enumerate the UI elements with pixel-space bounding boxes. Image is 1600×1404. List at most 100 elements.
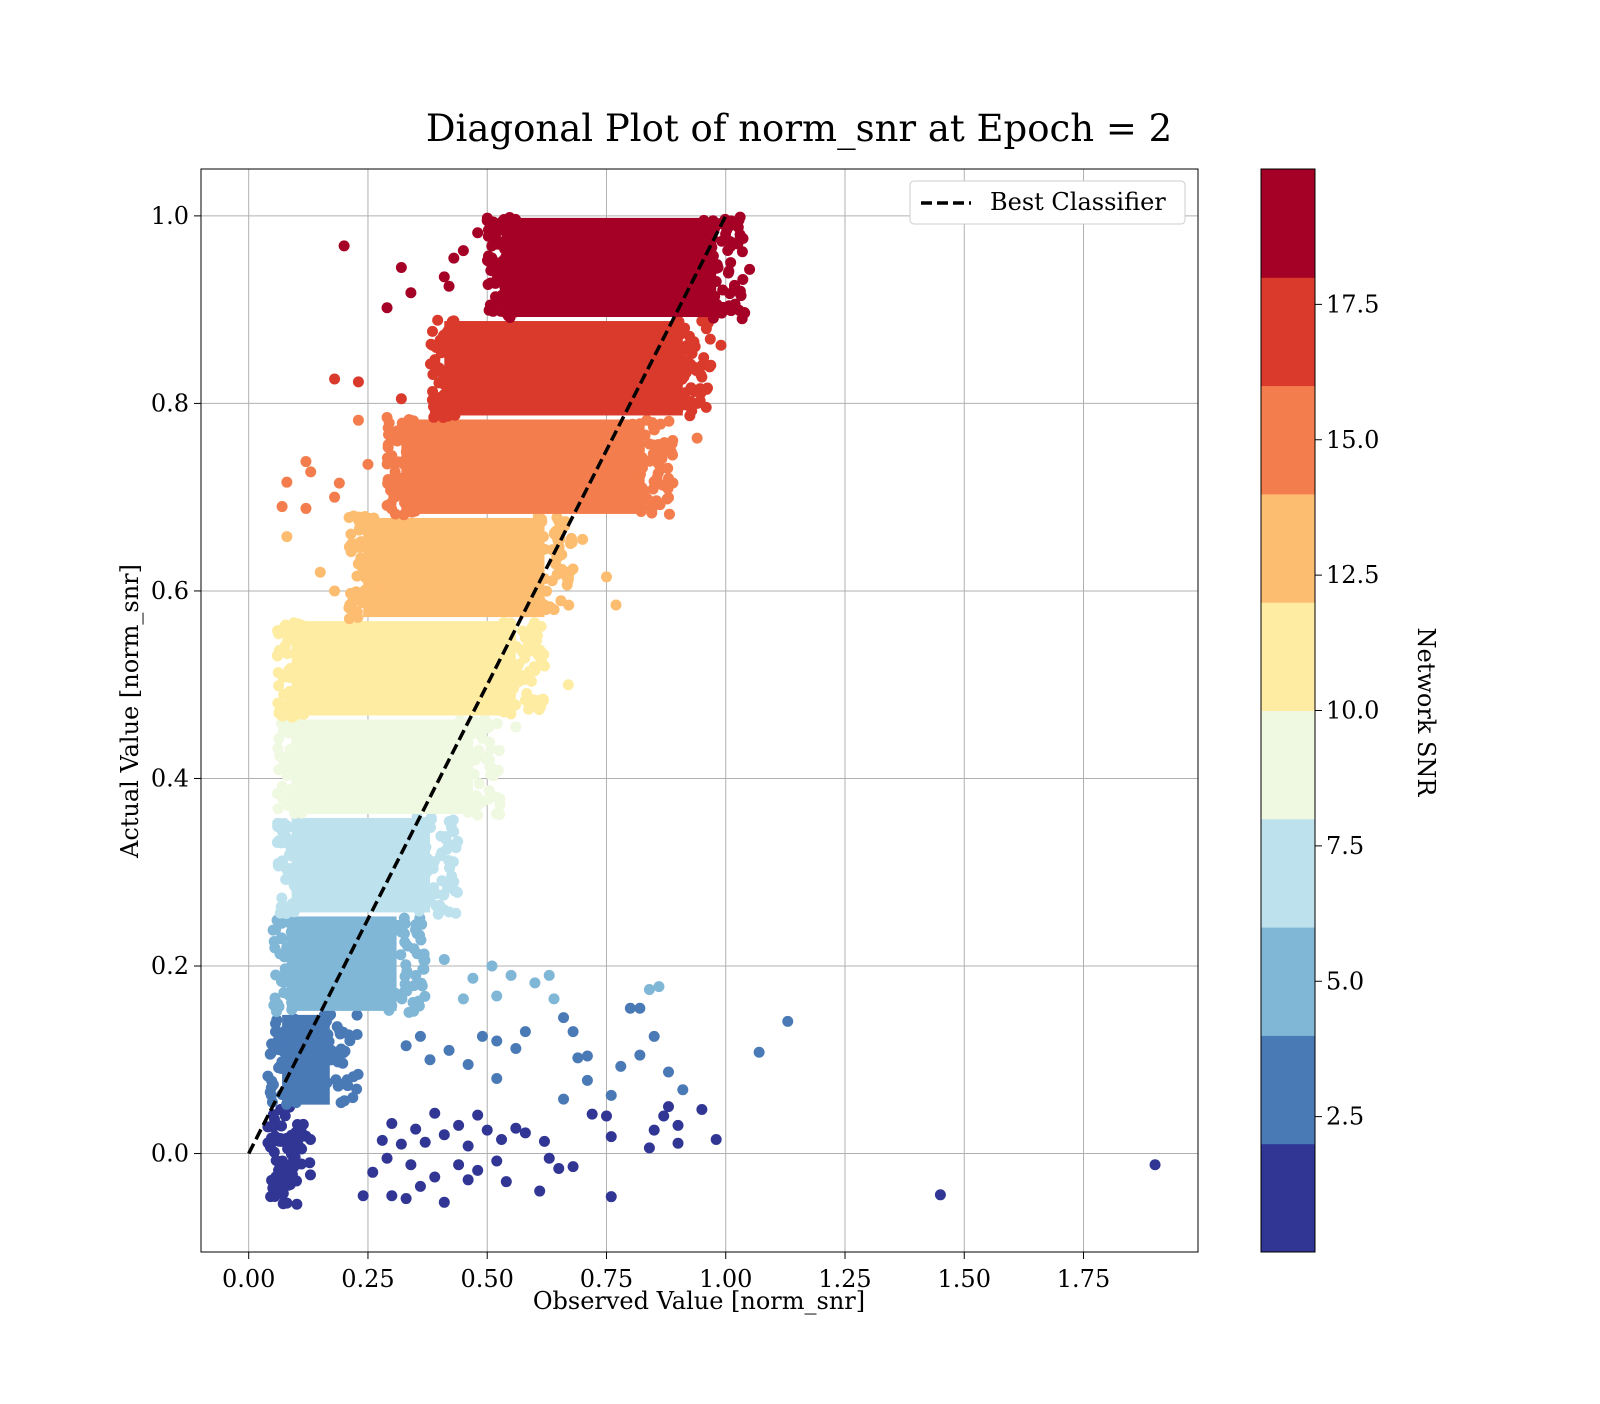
scatter-point [493, 744, 505, 756]
legend-entry-best-classifier: Best Classifier [990, 188, 1166, 216]
scatter-point [538, 660, 550, 672]
scatter-point [509, 224, 521, 236]
scatter-point [335, 1043, 347, 1055]
scatter-point [610, 599, 622, 611]
scatter-point [521, 694, 533, 706]
scatter-point [501, 248, 513, 260]
scatter-point [265, 1047, 277, 1059]
scatter-point [498, 706, 510, 718]
scatter-point [364, 580, 376, 592]
colorbar-segment [1261, 277, 1315, 387]
scatter-point [437, 411, 449, 423]
scatter-point [673, 340, 685, 352]
scatter-point [281, 531, 293, 543]
scatter-point [472, 809, 484, 821]
scatter-point [380, 979, 392, 991]
scatter-point [733, 214, 745, 226]
scatter-point [483, 785, 495, 797]
scatter-point [284, 720, 296, 732]
x-axis-ticks: 0.00 0.25 0.50 0.75 1.00 1.25 1.50 1.75 [222, 1252, 1110, 1293]
scatter-point [401, 985, 413, 997]
plot-frame [200, 168, 1199, 1253]
scatter-point [485, 265, 497, 277]
colorbar-ticks: 2.5 5.0 7.5 10.0 12.5 15.0 17.5 [1315, 290, 1379, 1131]
scatter-point [343, 613, 355, 625]
scatter-point [318, 1026, 330, 1038]
scatter-point [405, 287, 417, 299]
band-core [291, 621, 516, 716]
scatter-point [529, 527, 541, 539]
scatter-point [672, 1119, 684, 1131]
scatter-point [710, 1133, 722, 1145]
scatter-point [669, 402, 681, 414]
scatter-point [304, 1133, 316, 1145]
scatter-point [529, 617, 541, 629]
scatter-point [398, 509, 410, 521]
colorbar-segment [1261, 169, 1315, 278]
scatter-point [733, 304, 745, 316]
scatter-point [658, 1110, 670, 1122]
scatter-point [497, 650, 509, 662]
scatter-point [704, 333, 716, 345]
scatter-point [271, 788, 283, 800]
scatter-point [782, 1015, 794, 1027]
scatter-point [277, 699, 289, 711]
scatter-point [295, 687, 307, 699]
scatter-point [472, 227, 484, 239]
scatter-point [281, 648, 293, 660]
scatter-point [443, 1044, 455, 1056]
scatter-point [696, 371, 708, 383]
scatter-point [379, 938, 391, 950]
scatter-point [496, 216, 508, 228]
scatter-point [276, 710, 288, 722]
scatter-point [438, 953, 450, 965]
scatter-point [481, 1124, 493, 1136]
scatter-point [516, 645, 528, 657]
scatter-point [352, 376, 364, 388]
scatter-point [636, 452, 648, 464]
scatter-point [285, 1148, 297, 1160]
scatter-point [286, 934, 298, 946]
scatter-point [708, 306, 720, 318]
band-core [444, 321, 683, 416]
scatter-point [491, 1035, 503, 1047]
scatter-point [294, 752, 306, 764]
scatter-point [753, 1046, 765, 1058]
scatter-point [710, 276, 722, 288]
scatter-point [345, 546, 357, 558]
scatter-point [658, 437, 670, 449]
x-tick-label: 0.25 [341, 1265, 394, 1293]
scatter-point [495, 305, 507, 317]
scatter-point [663, 508, 675, 520]
scatter-point [504, 312, 516, 324]
scatter-point [472, 791, 484, 803]
scatter-point [279, 620, 291, 632]
y-tick-label: 0.0 [151, 1140, 189, 1168]
scatter-point [333, 477, 345, 489]
scatter-point [663, 336, 675, 348]
scatter-point [462, 773, 474, 785]
scatter-point [421, 866, 433, 878]
scatter-point [338, 1095, 350, 1107]
scatter-point [273, 628, 285, 640]
scatter-point [462, 1058, 474, 1070]
scatter-point [421, 822, 433, 834]
colorbar-tick-label: 15.0 [1326, 426, 1379, 454]
x-tick-label: 1.25 [818, 1265, 871, 1293]
scatter-point [314, 1051, 326, 1063]
band-core [363, 517, 545, 618]
scatter-point [453, 1119, 465, 1131]
scatter-point [615, 1060, 627, 1072]
scatter-point [275, 1120, 287, 1132]
x-tick-label: 1.00 [699, 1265, 752, 1293]
scatter-point [418, 952, 430, 964]
scatter-point [285, 693, 297, 705]
scatter-point [624, 1002, 636, 1014]
scatter-point [314, 566, 326, 578]
scatter-point [1149, 1159, 1161, 1171]
scatter-point [667, 390, 679, 402]
scatter-point [386, 1190, 398, 1202]
scatter-point [737, 273, 749, 285]
scatter-point [720, 304, 732, 316]
colorbar-segment [1261, 1143, 1315, 1253]
